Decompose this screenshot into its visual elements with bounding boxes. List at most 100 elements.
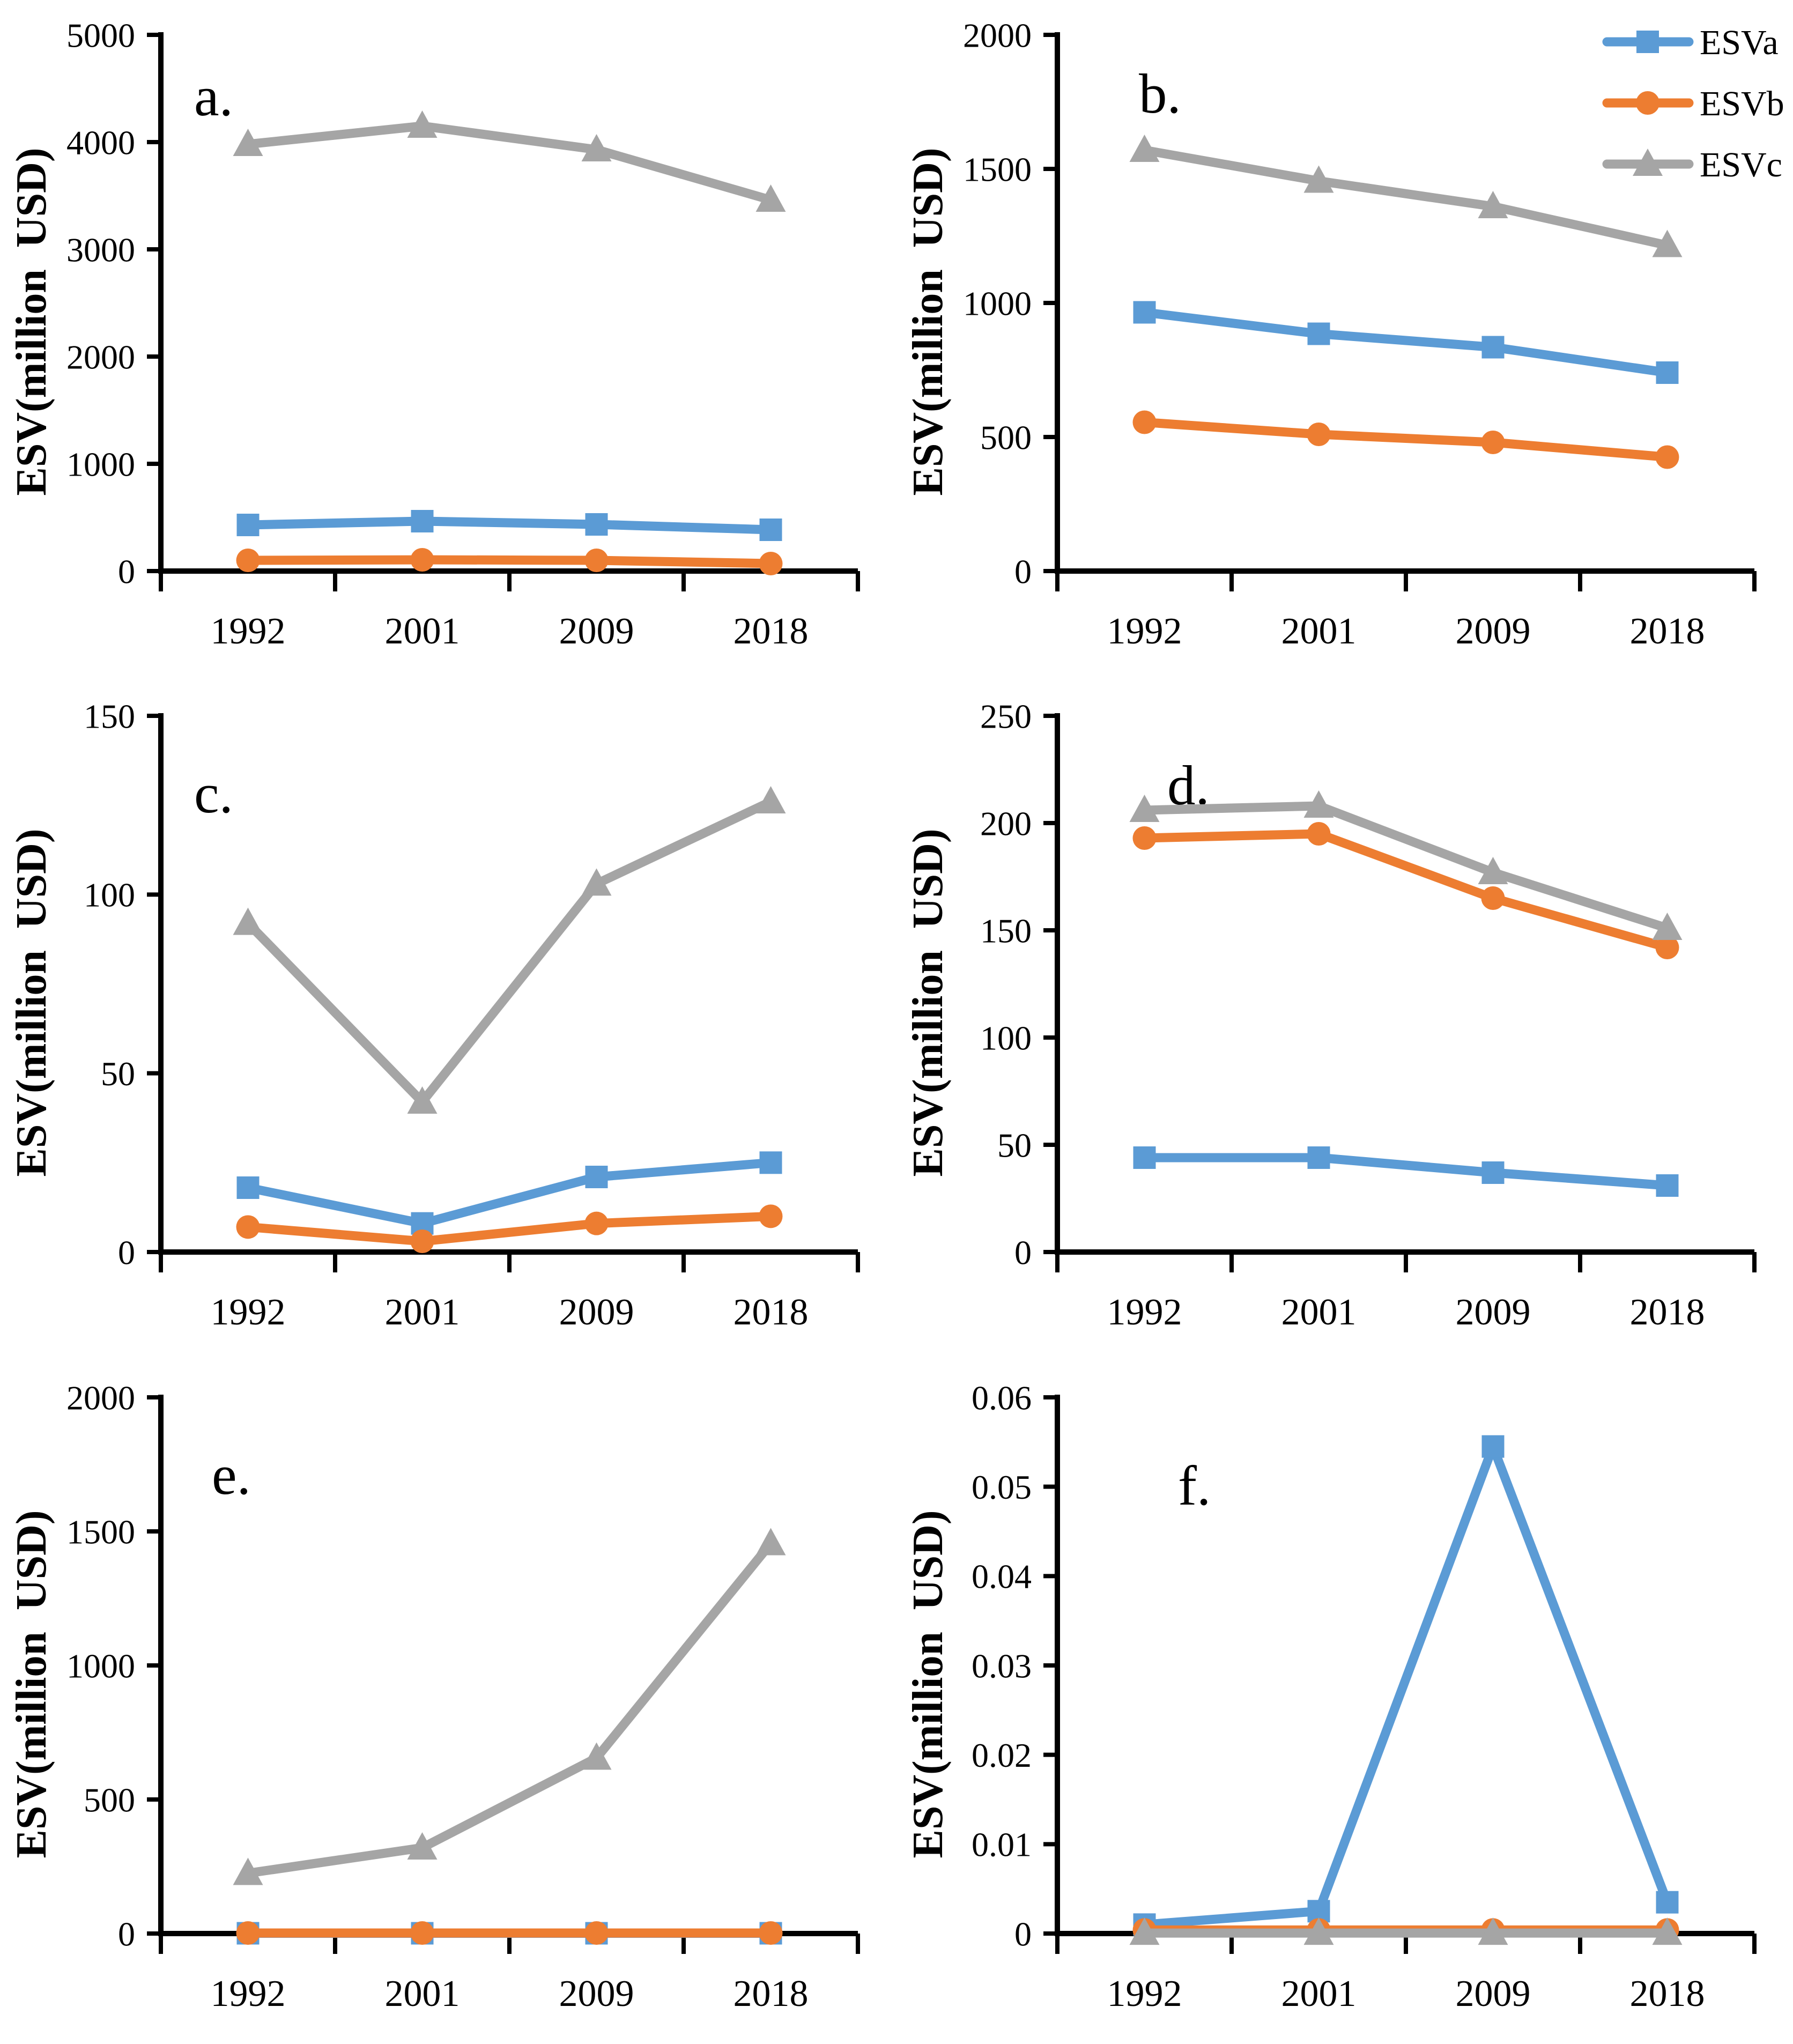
data-point-ESVa xyxy=(585,1166,608,1188)
chart-panel-f: 0 0.01 0.02 0.03 0.04 0.05 0.06 1992 2001 2009 201… xyxy=(905,1379,1757,2015)
y-tick-label: 150 xyxy=(980,912,1032,950)
x-tick-label: 1992 xyxy=(211,611,286,652)
y-tick-label: 1500 xyxy=(963,150,1032,188)
data-point-ESVc xyxy=(407,1832,438,1860)
data-point-ESVc xyxy=(581,134,612,161)
data-point-ESVa xyxy=(1133,1146,1156,1169)
series-line-ESVb xyxy=(1140,829,1672,952)
x-tick-label: 1992 xyxy=(211,1292,286,1333)
legend-label-ESVb: ESVb xyxy=(1700,84,1784,123)
x-tick-label: 2018 xyxy=(1630,611,1705,652)
y-tick-label: 500 xyxy=(980,418,1032,456)
data-point-ESVa xyxy=(1307,1146,1330,1169)
data-point-ESVb xyxy=(1307,822,1331,846)
data-point-ESVb xyxy=(759,1204,783,1228)
y-tick-label: 2000 xyxy=(963,16,1032,54)
y-tick-label: 50 xyxy=(997,1126,1032,1164)
data-point-ESVc xyxy=(407,110,438,138)
y-tick-label: 4000 xyxy=(66,123,135,161)
y-tick-label: 1500 xyxy=(66,1513,135,1551)
data-point-ESVb xyxy=(236,1215,260,1239)
data-point-ESVa xyxy=(1656,361,1679,384)
legend-marker-ESVc xyxy=(1633,149,1663,176)
x-tick-label: 2001 xyxy=(1281,1973,1357,2015)
data-point-ESVb xyxy=(584,1921,609,1945)
y-tick-label: 0.04 xyxy=(972,1558,1032,1596)
series-line-ESVb xyxy=(243,555,775,568)
x-tick-label: 1992 xyxy=(1107,1292,1182,1333)
panel-letter: c. xyxy=(194,762,233,825)
y-tick-label: 150 xyxy=(84,697,135,735)
panel-c: 0 50 100 150 1992 2001 2009 2018 ESV(million USD… xyxy=(0,681,896,1362)
data-point-ESVc xyxy=(1652,913,1683,940)
data-point-ESVb xyxy=(410,1921,434,1945)
y-tick-label: 5000 xyxy=(66,16,135,54)
y-tick-label: 50 xyxy=(101,1055,135,1093)
data-point-ESVb xyxy=(1307,423,1331,446)
x-tick-label: 2009 xyxy=(1456,611,1531,652)
y-axis-title: ESV(million USD) xyxy=(8,829,55,1177)
x-tick-label: 1992 xyxy=(1107,1973,1182,2015)
data-point-ESVb xyxy=(236,549,260,572)
data-point-ESVb xyxy=(410,1230,434,1253)
x-tick-label: 2001 xyxy=(1281,611,1357,652)
y-tick-label: 2000 xyxy=(66,338,135,376)
panel-a: 0 1000 2000 3000 4000 5000 1992 2001 2009 2018 ESV… xyxy=(0,0,896,681)
data-point-ESVa xyxy=(1133,301,1156,324)
y-tick-label: 0 xyxy=(118,1233,135,1271)
data-point-ESVc xyxy=(581,1742,612,1770)
series-line-ESVa xyxy=(1140,1153,1672,1190)
chart-panel-b: 0 500 1000 1500 2000 1992 2001 2009 2018 ESV(mill… xyxy=(905,16,1784,652)
y-tick-label: 2000 xyxy=(66,1379,135,1417)
y-tick-label: 0.06 xyxy=(972,1379,1032,1417)
y-tick-label: 0.03 xyxy=(972,1647,1032,1685)
y-tick-label: 0 xyxy=(1014,1233,1032,1271)
x-tick-label: 2009 xyxy=(559,1292,634,1333)
x-tick-label: 2001 xyxy=(1281,1292,1357,1333)
data-point-ESVa xyxy=(236,1176,260,1199)
data-point-ESVa xyxy=(411,510,434,532)
data-point-ESVa xyxy=(1481,1435,1505,1458)
y-tick-label: 250 xyxy=(980,697,1032,735)
panel-letter: a. xyxy=(194,65,233,128)
data-point-ESVa xyxy=(1481,1161,1505,1184)
data-point-ESVc xyxy=(581,868,612,896)
data-point-ESVc xyxy=(755,184,786,212)
legend-marker-ESVa xyxy=(1636,31,1659,53)
data-point-ESVc xyxy=(1129,135,1160,162)
y-tick-label: 0.01 xyxy=(972,1826,1032,1864)
x-tick-label: 2018 xyxy=(734,1973,809,2015)
x-tick-label: 1992 xyxy=(1107,611,1182,652)
y-axis-title: ESV(million USD) xyxy=(905,829,952,1177)
chart-panel-c: 0 50 100 150 1992 2001 2009 2018 ESV(million USD… xyxy=(8,697,860,1333)
data-point-ESVb xyxy=(1655,445,1679,469)
legend-label-ESVa: ESVa xyxy=(1700,23,1779,62)
y-tick-label: 0 xyxy=(1014,1915,1032,1953)
y-tick-label: 0.05 xyxy=(972,1468,1032,1506)
y-tick-label: 1000 xyxy=(963,284,1032,322)
series-line-ESVb xyxy=(243,1211,775,1246)
y-tick-label: 0.02 xyxy=(972,1736,1032,1774)
x-tick-label: 1992 xyxy=(211,1973,286,2015)
data-point-ESVc xyxy=(755,1528,786,1556)
data-point-ESVc xyxy=(1303,165,1334,193)
panel-d: 0 50 100 150 200 250 1992 2001 2009 2018 ESV(milli… xyxy=(896,681,1793,1362)
x-tick-label: 2001 xyxy=(385,1973,460,2015)
panel-b: 0 500 1000 1500 2000 1992 2001 2009 2018 ESV(mill… xyxy=(896,0,1793,681)
x-tick-label: 2001 xyxy=(385,1292,460,1333)
data-point-ESVb xyxy=(1655,936,1679,959)
data-point-ESVa xyxy=(1481,336,1505,359)
y-tick-label: 0 xyxy=(118,552,135,590)
data-point-ESVb xyxy=(759,552,783,575)
series-line-ESVc xyxy=(243,121,775,205)
series-line-ESVa xyxy=(243,1158,775,1228)
y-tick-label: 3000 xyxy=(66,231,135,269)
data-point-ESVc xyxy=(1478,857,1508,884)
panel-letter: b. xyxy=(1139,62,1181,125)
legend-marker-ESVb xyxy=(1636,91,1659,115)
y-tick-label: 200 xyxy=(980,804,1032,842)
x-tick-label: 2009 xyxy=(1456,1292,1531,1333)
x-tick-label: 2018 xyxy=(1630,1292,1705,1333)
y-tick-label: 1000 xyxy=(66,1647,135,1685)
